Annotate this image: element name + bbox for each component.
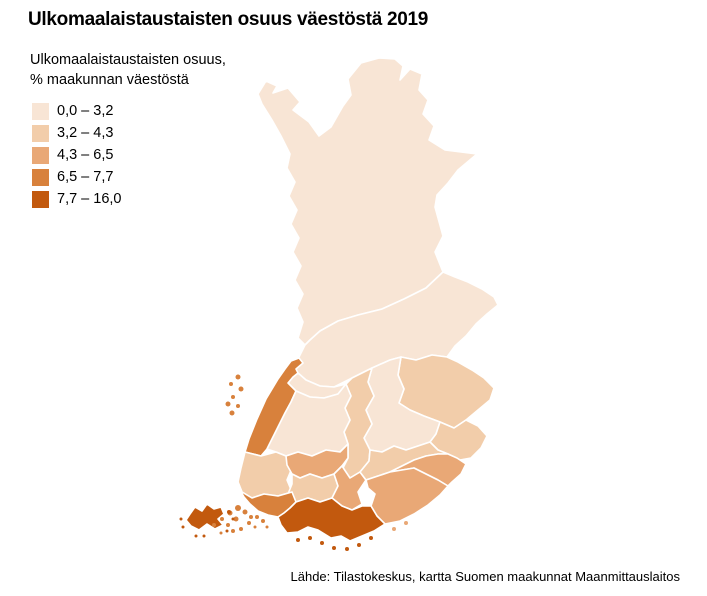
island-4 bbox=[225, 401, 231, 407]
island-15 bbox=[231, 529, 235, 533]
island-23 bbox=[296, 538, 300, 542]
island-37 bbox=[194, 534, 198, 538]
island-34 bbox=[225, 529, 229, 533]
island-10 bbox=[212, 523, 216, 527]
figure-title: Ulkomaalaistaustaisten osuus väestöstä 2… bbox=[28, 9, 429, 30]
island-38 bbox=[202, 534, 206, 538]
region-satakunta bbox=[237, 451, 293, 499]
island-2 bbox=[238, 386, 244, 392]
island-29 bbox=[369, 536, 373, 540]
island-16 bbox=[239, 527, 243, 531]
island-36 bbox=[179, 517, 183, 521]
region-kymenlaakso bbox=[365, 467, 449, 525]
island-24 bbox=[308, 536, 312, 540]
legend-title: Ulkomaalaistaustaisten osuus, % maakunna… bbox=[30, 50, 270, 90]
source-note: Lähde: Tilastokeskus, kartta Suomen maak… bbox=[290, 569, 681, 584]
island-1 bbox=[229, 382, 233, 386]
island-35 bbox=[181, 525, 185, 529]
region-lappi bbox=[257, 57, 478, 346]
island-25 bbox=[320, 541, 324, 545]
island-28 bbox=[357, 543, 361, 547]
region-ahvenanmaa bbox=[185, 503, 225, 531]
island-9 bbox=[220, 517, 224, 521]
island-5 bbox=[236, 404, 240, 408]
island-31 bbox=[404, 521, 408, 525]
legend-item-2: 4,3 – 6,5 bbox=[30, 144, 270, 166]
island-13 bbox=[242, 509, 248, 515]
island-30 bbox=[392, 527, 396, 531]
legend-swatch-4 bbox=[32, 190, 49, 208]
island-11 bbox=[226, 523, 230, 527]
island-7 bbox=[235, 505, 241, 511]
island-32 bbox=[227, 510, 231, 514]
island-21 bbox=[253, 525, 257, 529]
island-19 bbox=[255, 515, 259, 519]
legend-label-3: 6,5 – 7,7 bbox=[57, 169, 114, 185]
legend-swatch-0 bbox=[32, 102, 49, 120]
legend: Ulkomaalaistaustaisten osuus, % maakunna… bbox=[30, 50, 270, 210]
island-33 bbox=[231, 517, 235, 521]
island-3 bbox=[231, 395, 235, 399]
legend-swatch-2 bbox=[32, 146, 49, 164]
island-6 bbox=[229, 410, 235, 416]
legend-swatch-1 bbox=[32, 124, 49, 142]
island-17 bbox=[247, 521, 251, 525]
island-27 bbox=[345, 547, 349, 551]
island-0 bbox=[235, 374, 241, 380]
legend-item-1: 3,2 – 4,3 bbox=[30, 122, 270, 144]
island-26 bbox=[332, 546, 336, 550]
island-14 bbox=[249, 515, 253, 519]
legend-item-0: 0,0 – 3,2 bbox=[30, 100, 270, 122]
island-18 bbox=[219, 531, 223, 535]
legend-swatch-3 bbox=[32, 168, 49, 186]
legend-title-line-2: % maakunnan väestöstä bbox=[30, 72, 189, 88]
legend-item-4: 7,7 – 16,0 bbox=[30, 188, 270, 210]
region-paijat-hame bbox=[331, 465, 367, 511]
legend-item-3: 6,5 – 7,7 bbox=[30, 166, 270, 188]
region-uusimaa bbox=[277, 497, 386, 542]
island-12 bbox=[233, 516, 239, 522]
legend-title-line-1: Ulkomaalaistaustaisten osuus, bbox=[30, 52, 226, 68]
legend-label-1: 3,2 – 4,3 bbox=[57, 125, 114, 141]
legend-items: 0,0 – 3,2 3,2 – 4,3 4,3 – 6,5 6,5 – 7,7 7,7 … bbox=[30, 100, 270, 210]
island-20 bbox=[261, 519, 265, 523]
island-22 bbox=[265, 525, 269, 529]
legend-label-2: 4,3 – 6,5 bbox=[57, 147, 114, 163]
legend-label-0: 0,0 – 3,2 bbox=[57, 103, 114, 119]
legend-label-4: 7,7 – 16,0 bbox=[57, 191, 122, 207]
